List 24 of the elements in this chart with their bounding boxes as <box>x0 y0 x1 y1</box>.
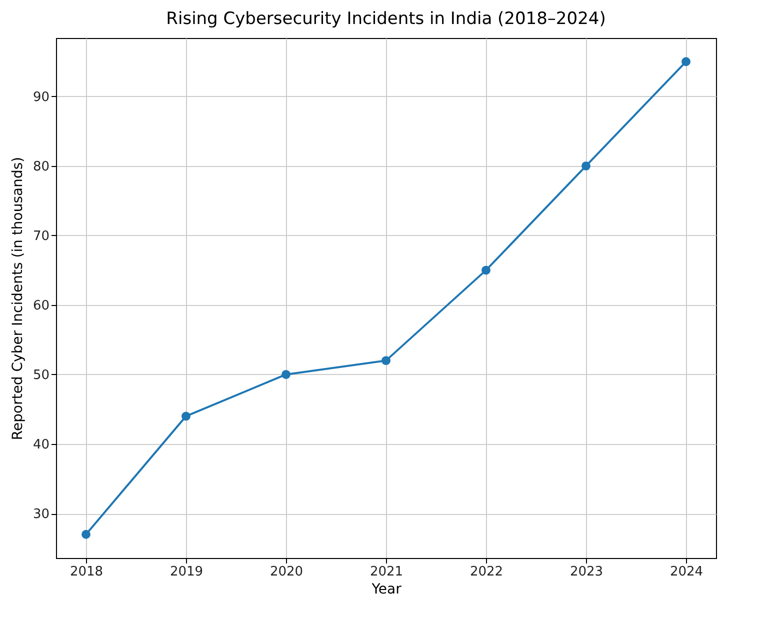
x-axis-title: Year <box>370 582 402 598</box>
x-tick-label: 2021 <box>370 564 404 580</box>
x-tick-label: 2019 <box>170 564 204 580</box>
y-tick-label: 80 <box>32 159 50 174</box>
chart-title: Rising Cybersecurity Incidents in India (2018–2024) <box>166 9 606 29</box>
x-tick-label: 2024 <box>670 564 704 580</box>
point <box>82 530 90 539</box>
x-tick-label: 2020 <box>270 564 304 580</box>
y-tick-label: 90 <box>32 90 50 105</box>
x-tick-label: 2023 <box>570 564 604 580</box>
y-tick-label: 30 <box>32 507 50 522</box>
y-tick-label: 60 <box>32 298 50 314</box>
x-tick-label: 2022 <box>470 564 504 580</box>
x-tick-label: 2018 <box>70 564 104 580</box>
y-tick-label: 50 <box>32 368 50 383</box>
point <box>382 356 390 366</box>
point <box>582 161 590 170</box>
y-tick-label: 40 <box>32 437 50 452</box>
y-tick-label: 70 <box>32 228 50 244</box>
y-axis-title: Reported Cyber Incidents (in thousands) <box>10 156 26 440</box>
point <box>482 266 490 275</box>
point <box>182 412 190 421</box>
point <box>282 370 290 379</box>
point <box>682 57 690 66</box>
